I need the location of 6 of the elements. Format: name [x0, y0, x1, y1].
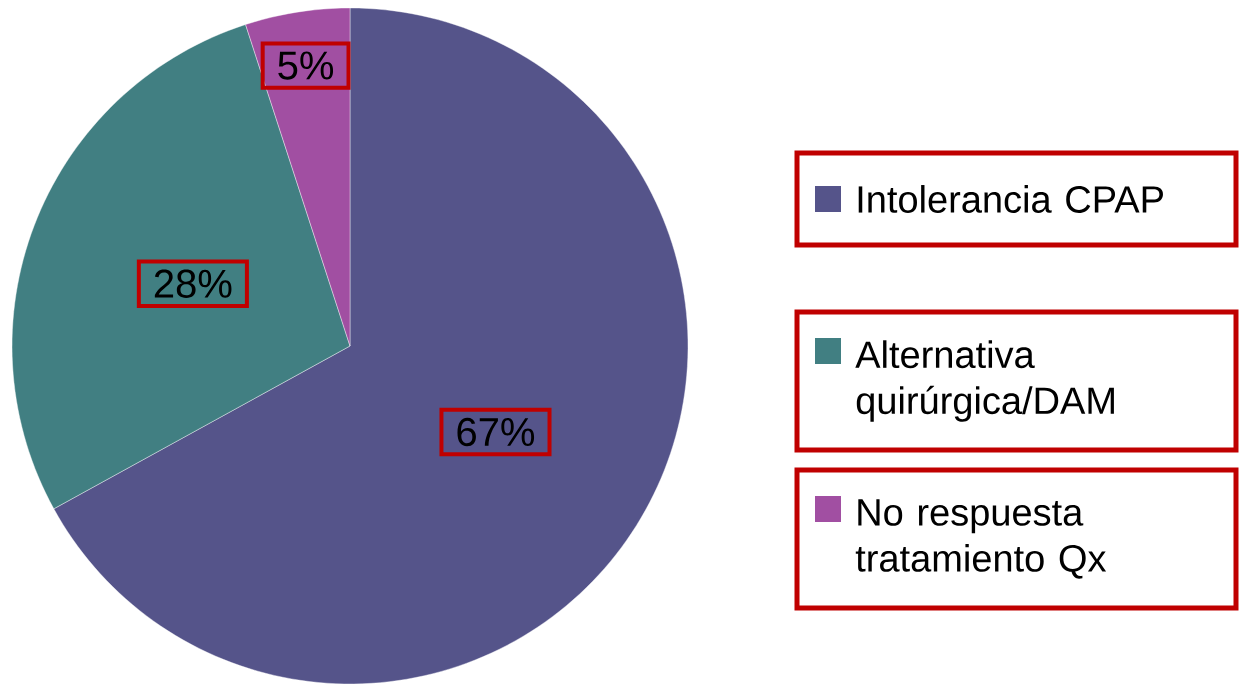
data-label: 28% — [154, 269, 232, 298]
data-label: 67% — [457, 417, 535, 447]
legend-label: Alternativa quirúrgica/DAM — [855, 340, 1114, 422]
data-label: 5% — [278, 51, 334, 80]
legend-label: No respuesta tratamiento Qx — [855, 499, 1107, 579]
legend-label: Intolerancia CPAP — [858, 185, 1163, 213]
